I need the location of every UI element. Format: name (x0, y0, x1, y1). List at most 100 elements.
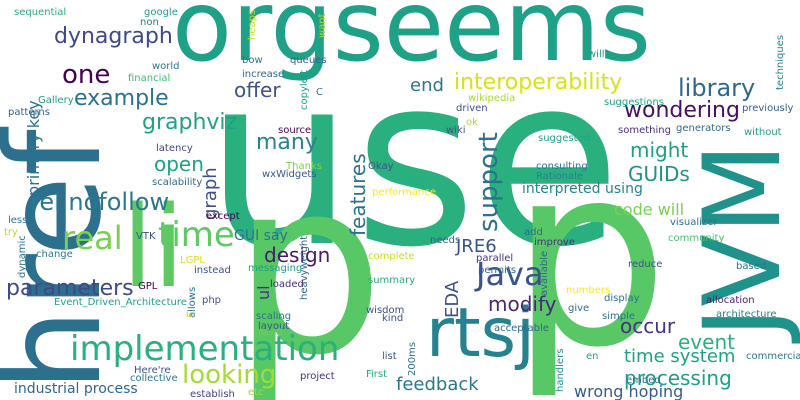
cloud-word: ul (186, 309, 196, 320)
cloud-word: needs (430, 235, 461, 246)
cloud-word: processing (624, 366, 732, 390)
cloud-word: suggestions (604, 97, 664, 108)
cloud-word: Rationale (536, 171, 584, 182)
cloud-word: patterns (8, 107, 50, 118)
cloud-word: offer (234, 78, 281, 102)
cloud-word: feedback (396, 374, 479, 395)
cloud-word: Okay (368, 161, 394, 172)
cloud-word: en (586, 351, 599, 362)
cloud-word: First (366, 369, 388, 380)
cloud-word: try (4, 227, 18, 238)
cloud-word: add (524, 227, 543, 238)
cloud-word: Thanks (286, 161, 322, 172)
cloud-word: one (62, 60, 111, 90)
cloud-word: give (568, 303, 590, 314)
cloud-word: example (74, 86, 169, 111)
cloud-word: might (630, 138, 689, 162)
cloud-word: support (474, 132, 504, 232)
cloud-word: modify (488, 292, 557, 316)
cloud-word: GUI say (234, 228, 288, 244)
cloud-word: rtsj (426, 294, 535, 373)
cloud-word: li (122, 183, 185, 313)
cloud-word: occur (620, 314, 676, 338)
cloud-word: permits (478, 265, 517, 276)
cloud-word: previously (742, 103, 794, 114)
cloud-word: wxWidgets (262, 169, 317, 180)
cloud-word: dynagraph (54, 24, 173, 49)
cloud-word: financial (128, 73, 171, 84)
cloud-word: queues (290, 55, 327, 66)
cloud-word: without (744, 127, 782, 138)
cloud-word: kind (382, 313, 404, 324)
cloud-word: php (202, 295, 222, 306)
cloud-word: want (317, 13, 328, 38)
cloud-word: change (36, 249, 73, 260)
cloud-word: performance (372, 187, 437, 198)
cloud-word: Event_Driven_Architecture (54, 297, 187, 308)
cloud-word: VTK (136, 231, 156, 242)
cloud-word: LGPL (180, 255, 205, 266)
cloud-word: graphviz (142, 110, 238, 135)
cloud-word: heavyweight (299, 235, 310, 300)
cloud-word: orgseems (172, 0, 651, 84)
cloud-word: wondering (624, 98, 740, 123)
cloud-word: bow (242, 55, 263, 66)
cloud-word: library (678, 74, 756, 102)
cloud-word: wiki (446, 125, 466, 136)
cloud-word: embed (626, 375, 661, 386)
cloud-word: able (406, 175, 428, 186)
cloud-word: display (604, 293, 640, 304)
cloud-word: messaging (248, 263, 303, 274)
cloud-word: C (316, 87, 323, 98)
cloud-word: rel nofollow (30, 188, 170, 216)
cloud-word: industrial process (14, 381, 138, 397)
cloud-word: source (278, 125, 312, 136)
cloud-word: loaded (270, 279, 304, 290)
cloud-word: end (410, 75, 444, 96)
cloud-word: collective (130, 373, 178, 384)
cloud-word: complete (368, 251, 415, 262)
cloud-word: consulting (536, 161, 588, 172)
cloud-word: world (152, 61, 180, 72)
cloud-word: non (140, 17, 159, 28)
cloud-word: code will (614, 200, 685, 219)
cloud-word: time system (624, 346, 736, 367)
cloud-word: open (154, 152, 204, 176)
cloud-word: GUIDs (628, 162, 690, 186)
cloud-word: 200ms (407, 341, 418, 376)
cloud-word: etc (248, 387, 264, 398)
cloud-word: google (144, 7, 178, 18)
cloud-word: reduce (628, 259, 663, 270)
cloud-word: community (668, 233, 725, 244)
cloud-word: EDA (442, 280, 463, 318)
cloud-word: improve (534, 237, 575, 248)
cloud-word: except (206, 211, 240, 222)
cloud-word: summary (368, 275, 416, 286)
cloud-word: will (588, 49, 605, 60)
cloud-word: layout (258, 321, 290, 332)
cloud-word: wrong hoping (574, 382, 684, 400)
cloud-word: Java (476, 255, 544, 293)
cloud-word: Here're (134, 365, 171, 376)
cloud-word: techniques (775, 34, 786, 90)
cloud-word: architecture (716, 309, 777, 320)
cloud-word: acceptable (494, 323, 549, 334)
cloud-word: dead (258, 327, 283, 338)
cloud-word: project (300, 371, 335, 382)
cloud-word: list (382, 351, 397, 362)
cloud-word: p (232, 128, 385, 400)
cloud-word: interoperability (454, 70, 623, 95)
cloud-word: use (205, 26, 621, 299)
cloud-word: looking (182, 360, 277, 390)
cloud-word: driven (456, 103, 488, 114)
cloud-word: generators (676, 123, 731, 134)
cloud-word: dynamic (17, 235, 28, 278)
cloud-word: implementation (70, 329, 340, 369)
cloud-word: copyleft (299, 69, 310, 110)
cloud-word: latency (156, 143, 193, 154)
cloud-word: real (62, 219, 123, 257)
cloud-word: GPL (138, 281, 158, 292)
cloud-word: less (8, 215, 28, 226)
cloud-word: simple (602, 311, 636, 322)
